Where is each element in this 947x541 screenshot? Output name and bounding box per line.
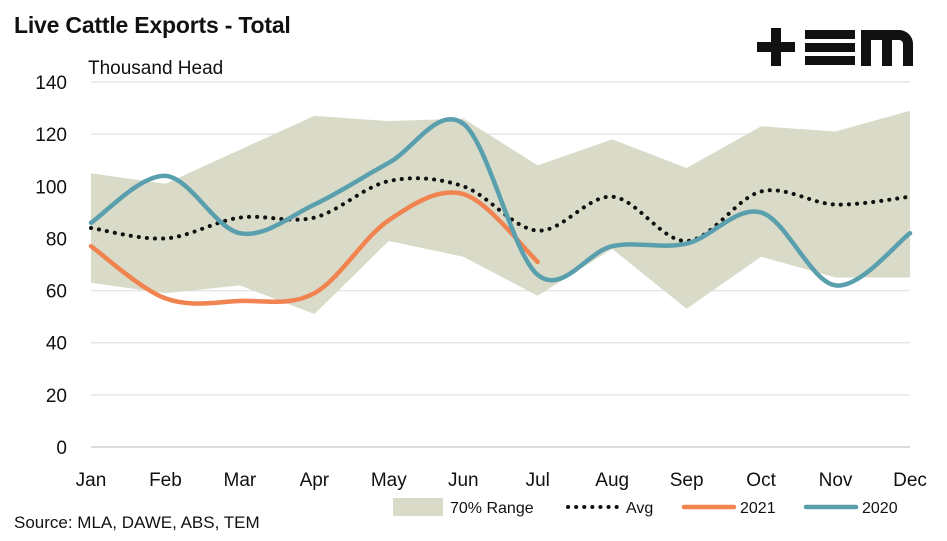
x-tick-label-jan: Jan xyxy=(76,470,107,491)
x-tick-label-may: May xyxy=(371,470,407,491)
legend-swatch-range xyxy=(393,498,443,516)
series-line-avg xyxy=(89,176,912,244)
x-tick-label-sep: Sep xyxy=(670,470,704,491)
chart-title: Live Cattle Exports - Total xyxy=(14,12,291,38)
series-line-2020 xyxy=(88,116,913,288)
x-tick-label-apr: Apr xyxy=(300,470,330,491)
legend-label-avg: Avg xyxy=(626,500,653,517)
y-tick-label-20: 20 xyxy=(46,386,67,407)
y-tick-label-60: 60 xyxy=(46,282,67,303)
series-line-2021 xyxy=(88,190,540,306)
y-tick-label-120: 120 xyxy=(35,125,67,146)
x-tick-label-mar: Mar xyxy=(224,470,257,491)
x-tick-label-jul: Jul xyxy=(526,470,550,491)
range-area-70pct xyxy=(91,110,910,314)
series-lines xyxy=(88,116,913,306)
y-tick-label-100: 100 xyxy=(35,177,67,198)
tem-logo xyxy=(757,28,913,66)
x-tick-label-jun: Jun xyxy=(448,470,479,491)
y-axis-unit-label: Thousand Head xyxy=(88,58,223,79)
legend-label-2020: 2020 xyxy=(862,500,898,517)
y-tick-label-0: 0 xyxy=(56,438,67,459)
x-tick-label-nov: Nov xyxy=(819,470,853,491)
y-tick-label-80: 80 xyxy=(46,229,67,250)
y-tick-label-140: 140 xyxy=(35,73,67,94)
y-tick-label-40: 40 xyxy=(46,334,67,355)
logo-plus-vertical xyxy=(771,28,781,66)
source-note: Source: MLA, DAWE, ABS, TEM xyxy=(14,513,260,532)
x-axis-ticks: Jan Feb Mar Apr May Jun Jul Aug Sep Oct Nov Dec xyxy=(76,470,927,491)
logo-e-bar-bottom xyxy=(805,56,855,65)
x-tick-label-feb: Feb xyxy=(149,470,182,491)
x-tick-label-oct: Oct xyxy=(746,470,776,491)
logo-e-bar-middle xyxy=(805,43,855,52)
y-axis-ticks: 0 20 40 60 80 100 120 140 xyxy=(35,73,67,459)
logo-m xyxy=(861,30,913,66)
legend-label-range: 70% Range xyxy=(450,500,534,517)
legend-label-2021: 2021 xyxy=(740,500,776,517)
x-tick-label-dec: Dec xyxy=(893,470,927,491)
logo-e-bar-top xyxy=(805,30,855,39)
legend: 70% Range Avg 2021 2020 xyxy=(393,498,898,517)
x-tick-label-aug: Aug xyxy=(595,470,629,491)
